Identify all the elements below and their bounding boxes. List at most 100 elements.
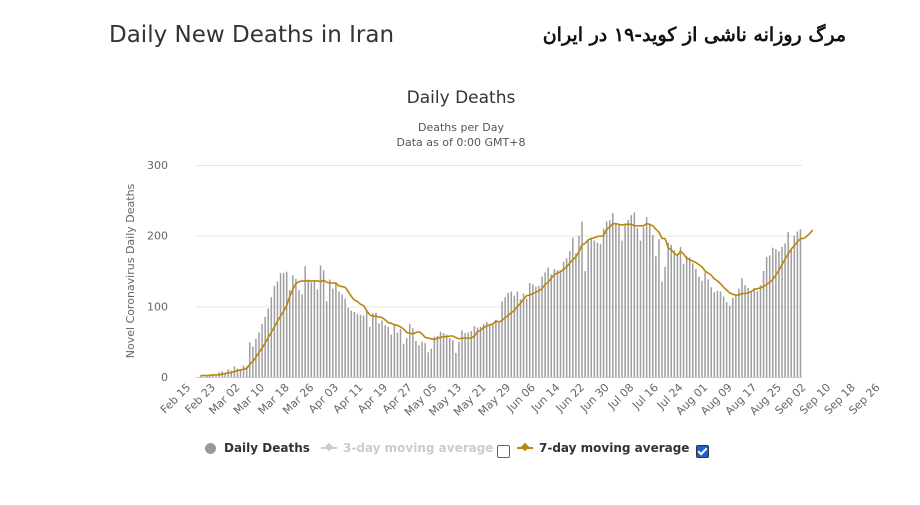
bar-daily-deaths bbox=[759, 285, 762, 377]
bar-daily-deaths bbox=[353, 311, 356, 377]
bar-daily-deaths bbox=[756, 290, 759, 377]
bar-daily-deaths bbox=[716, 290, 719, 377]
bar-daily-deaths bbox=[513, 295, 516, 377]
bar-daily-deaths bbox=[701, 280, 703, 377]
bar-daily-deaths bbox=[704, 272, 706, 377]
bar-daily-deaths bbox=[316, 289, 319, 377]
bar-daily-deaths bbox=[753, 287, 756, 377]
bar-daily-deaths bbox=[313, 280, 316, 377]
seven-day-average-line bbox=[200, 222, 814, 377]
bar-daily-deaths bbox=[470, 331, 473, 377]
bar-daily-deaths bbox=[261, 324, 263, 377]
bar-daily-deaths bbox=[405, 338, 408, 377]
bar-daily-deaths bbox=[276, 281, 279, 377]
bar-daily-deaths bbox=[775, 249, 777, 377]
bar-daily-deaths bbox=[562, 261, 565, 377]
bar-daily-deaths bbox=[347, 307, 349, 377]
bar-daily-deaths bbox=[264, 316, 266, 377]
bar-daily-deaths bbox=[507, 292, 509, 377]
bar-daily-deaths bbox=[501, 301, 503, 377]
bar-daily-deaths bbox=[565, 258, 568, 377]
bar-daily-deaths bbox=[525, 298, 528, 377]
bar-daily-deaths bbox=[544, 272, 546, 377]
bar-daily-deaths bbox=[713, 292, 716, 377]
bar-daily-deaths bbox=[688, 257, 691, 377]
bar-daily-deaths bbox=[781, 246, 783, 377]
grid-lines bbox=[196, 165, 802, 308]
bar-daily-deaths bbox=[488, 324, 491, 377]
bar-daily-deaths bbox=[372, 313, 374, 377]
legend-daily-label: Daily Deaths bbox=[224, 441, 310, 455]
bar-daily-deaths bbox=[682, 263, 685, 377]
bar-daily-deaths bbox=[467, 332, 469, 377]
bar-daily-deaths bbox=[652, 234, 654, 377]
bar-daily-deaths bbox=[765, 256, 768, 377]
bar-daily-deaths bbox=[624, 224, 626, 377]
bar-daily-deaths bbox=[473, 326, 476, 377]
bar-daily-deaths bbox=[415, 340, 417, 377]
bar-daily-deaths bbox=[670, 244, 672, 377]
bar-daily-deaths bbox=[396, 332, 399, 377]
bar-daily-deaths bbox=[747, 287, 749, 377]
legend-avg3-label: 3-day moving average bbox=[343, 441, 494, 455]
bar-daily-deaths bbox=[741, 278, 743, 377]
bar-daily-deaths bbox=[612, 213, 614, 377]
bar-daily-deaths bbox=[215, 374, 217, 377]
bar-daily-deaths bbox=[282, 273, 285, 377]
bar-daily-deaths bbox=[445, 334, 448, 377]
bar-daily-deaths bbox=[658, 239, 660, 377]
bar-daily-deaths bbox=[725, 302, 728, 377]
bar-daily-deaths bbox=[258, 332, 260, 377]
bar-daily-deaths bbox=[433, 336, 436, 377]
avg3-checkbox[interactable] bbox=[497, 445, 510, 458]
bar-daily-deaths bbox=[289, 290, 291, 377]
bar-daily-deaths bbox=[796, 231, 799, 377]
bar-daily-deaths bbox=[732, 297, 734, 377]
bar-daily-deaths bbox=[245, 366, 248, 377]
bar-daily-deaths bbox=[553, 268, 556, 377]
bar-daily-deaths bbox=[442, 333, 445, 377]
bar-daily-deaths bbox=[350, 310, 353, 377]
bar-daily-deaths bbox=[630, 215, 632, 377]
bar-daily-deaths bbox=[224, 373, 226, 377]
bar-daily-deaths bbox=[695, 268, 697, 377]
bar-daily-deaths bbox=[387, 326, 389, 377]
legend-daily-deaths[interactable]: Daily Deaths bbox=[205, 441, 310, 455]
bar-daily-deaths bbox=[365, 310, 368, 377]
bar-daily-deaths bbox=[722, 296, 725, 377]
bar-daily-deaths bbox=[267, 308, 269, 377]
bar-daily-deaths bbox=[645, 217, 648, 377]
bar-daily-deaths bbox=[304, 266, 306, 377]
bar-daily-deaths bbox=[332, 288, 334, 377]
bar-daily-deaths bbox=[547, 267, 549, 377]
bar-daily-deaths bbox=[676, 254, 679, 377]
bar-daily-deaths bbox=[661, 281, 663, 377]
bar-daily-deaths bbox=[615, 222, 617, 377]
bar-daily-deaths bbox=[427, 352, 429, 377]
bar-daily-deaths bbox=[408, 324, 411, 377]
bar-daily-deaths bbox=[338, 291, 340, 377]
bar-daily-deaths bbox=[301, 294, 303, 377]
bar-daily-deaths bbox=[295, 278, 297, 377]
bar-daily-deaths bbox=[230, 370, 233, 377]
bar-daily-deaths bbox=[378, 323, 380, 377]
legend-7day-average[interactable]: 7-day moving average bbox=[517, 441, 689, 455]
bar-daily-deaths bbox=[344, 298, 346, 377]
bar-daily-deaths bbox=[292, 275, 294, 377]
bar-daily-deaths bbox=[341, 294, 343, 377]
bar-daily-deaths bbox=[550, 274, 553, 377]
bar-daily-deaths bbox=[384, 325, 386, 377]
avg7-checkbox[interactable] bbox=[696, 445, 709, 458]
page-title: Daily New Deaths in Iran bbox=[109, 22, 395, 48]
bar-daily-deaths bbox=[639, 240, 642, 377]
bar-daily-deaths bbox=[519, 299, 522, 377]
legend-3day-average[interactable]: 3-day moving average bbox=[321, 441, 493, 455]
x-tick-label: Jul 16 bbox=[629, 381, 661, 413]
bar-daily-deaths bbox=[559, 270, 562, 377]
bar-daily-deaths bbox=[744, 285, 746, 377]
bar-daily-deaths bbox=[335, 283, 337, 377]
bar-daily-deaths bbox=[369, 326, 371, 377]
bar-daily-deaths bbox=[399, 328, 402, 377]
bar-daily-deaths bbox=[375, 312, 377, 377]
